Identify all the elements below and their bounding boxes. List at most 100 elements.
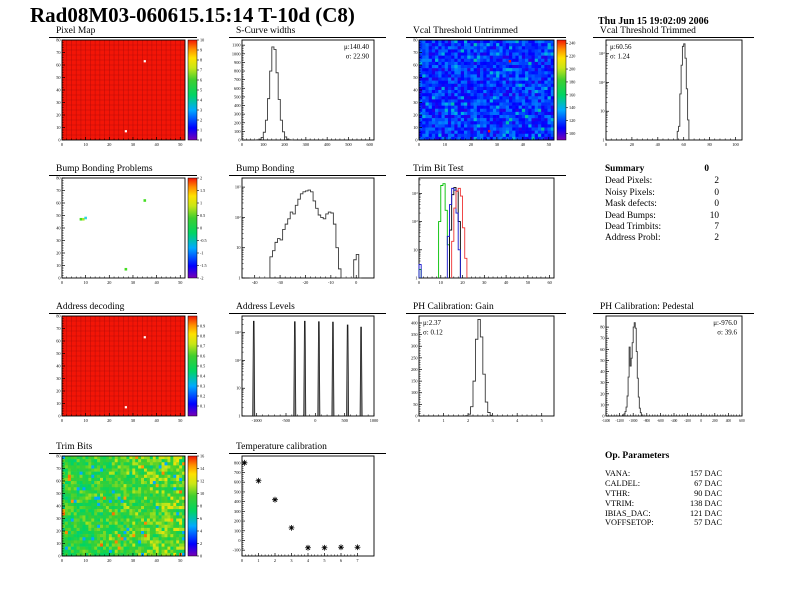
svg-text:30: 30 (131, 142, 135, 147)
svg-text:μ:-976.0: μ:-976.0 (713, 319, 737, 327)
svg-text:5: 5 (541, 418, 543, 423)
chart-trimbit_test: 0 10 20 30 40 50 60 1 10 10² 10³ (412, 177, 555, 285)
op-parameter-label: IBIAS_DAC: (605, 508, 651, 518)
svg-text:0: 0 (58, 138, 60, 143)
summary-row-label: Mask defects: (605, 199, 657, 210)
svg-text:50: 50 (413, 75, 417, 80)
svg-text:-2: -2 (200, 276, 204, 281)
svg-text:10: 10 (84, 418, 88, 423)
op-parameters-panel: Op. Parameters VANA: 157 DAC CALDEL: 67 DA… (605, 451, 722, 528)
svg-text:0.6: 0.6 (200, 354, 205, 359)
svg-text:50: 50 (56, 351, 60, 356)
svg-text:0: 0 (314, 418, 316, 423)
panel-title-ph-gain: PH Calibration: Gain (413, 302, 494, 312)
svg-text:1000: 1000 (370, 418, 379, 423)
svg-text:σ: 0.12: σ: 0.12 (423, 329, 443, 337)
svg-text:10³: 10³ (235, 330, 241, 335)
svg-text:700: 700 (234, 77, 240, 82)
svg-text:μ:140.40: μ:140.40 (344, 43, 369, 51)
svg-text:80: 80 (413, 38, 417, 43)
svg-text:30: 30 (600, 380, 604, 385)
svg-text:4: 4 (516, 418, 519, 423)
svg-text:800: 800 (234, 69, 240, 74)
op-parameter-label: VOFFSETOP: (605, 518, 654, 528)
svg-text:400: 400 (411, 320, 417, 325)
svg-text:400: 400 (324, 142, 330, 147)
svg-text:4: 4 (307, 558, 310, 563)
svg-text:40: 40 (154, 418, 158, 423)
svg-text:-500: -500 (282, 418, 290, 423)
svg-text:80: 80 (707, 142, 711, 147)
svg-text:300: 300 (303, 142, 309, 147)
op-parameter-label: VTHR: (605, 488, 630, 498)
svg-text:5: 5 (323, 558, 325, 563)
op-parameter-value: 157 DAC (689, 468, 722, 478)
svg-text:0: 0 (238, 538, 240, 543)
svg-text:500: 500 (234, 94, 240, 99)
svg-text:30: 30 (482, 280, 486, 285)
svg-text:10: 10 (56, 263, 60, 268)
summary-row-value: 2 (714, 233, 719, 244)
op-parameter-value: 57 DAC (694, 518, 722, 528)
svg-text:30: 30 (56, 376, 60, 381)
svg-text:60: 60 (413, 63, 417, 68)
svg-text:10: 10 (236, 245, 240, 250)
svg-text:50: 50 (56, 75, 60, 80)
svg-text:0: 0 (418, 418, 420, 423)
svg-text:400: 400 (234, 499, 240, 504)
svg-text:70: 70 (56, 466, 60, 471)
panel-title-underline (229, 175, 386, 176)
op-parameter-value: 138 DAC (689, 498, 722, 508)
summary-row-label: Noisy Pixels: (605, 187, 655, 198)
panel-title-pixel-map: Pixel Map (56, 26, 96, 36)
svg-text:60: 60 (600, 347, 604, 352)
panel-title-trim-bits: Trim Bits (56, 442, 93, 452)
svg-text:350: 350 (411, 332, 417, 337)
svg-text:180: 180 (569, 79, 575, 84)
svg-text:0: 0 (58, 414, 60, 419)
svg-text:1.5: 1.5 (200, 188, 205, 193)
panel-title-underline (229, 453, 386, 454)
svg-text:-1400: -1400 (602, 419, 611, 423)
svg-text:40: 40 (154, 142, 158, 147)
svg-text:20: 20 (56, 113, 60, 118)
svg-text:-1000: -1000 (252, 418, 262, 423)
svg-text:200: 200 (411, 367, 417, 372)
svg-text:20: 20 (107, 418, 111, 423)
svg-text:0: 0 (238, 138, 240, 143)
svg-text:3: 3 (290, 558, 292, 563)
svg-text:3: 3 (492, 418, 494, 423)
svg-text:50: 50 (413, 402, 417, 407)
svg-text:0: 0 (700, 419, 702, 423)
svg-text:10²: 10² (235, 358, 241, 363)
svg-text:40: 40 (504, 280, 508, 285)
svg-text:0: 0 (61, 558, 63, 563)
svg-text:30: 30 (56, 100, 60, 105)
svg-text:60: 60 (56, 63, 60, 68)
svg-text:600: 600 (234, 480, 240, 485)
svg-text:1000: 1000 (232, 51, 241, 56)
svg-text:7: 7 (356, 558, 359, 563)
svg-text:1: 1 (238, 276, 240, 281)
panel-title-address-decoding: Address decoding (56, 302, 125, 312)
svg-text:2: 2 (200, 176, 202, 181)
svg-text:40: 40 (521, 142, 525, 147)
summary-panel: Summary 0 Dead Pixels: 2 Noisy Pixels: 0 M… (605, 164, 719, 245)
panel-title-temp-calibration: Temperature calibration (236, 442, 327, 452)
svg-text:80: 80 (56, 38, 60, 43)
svg-text:100: 100 (260, 142, 266, 147)
chart-vcal_untrimmed: 0 10 20 30 40 50 0 10 20 30 40 50 60 70 80 100 120 140 160… (413, 38, 575, 148)
svg-text:80: 80 (56, 314, 60, 319)
panel-title-underline (229, 313, 386, 314)
svg-text:20: 20 (107, 142, 111, 147)
svg-text:0: 0 (61, 142, 63, 147)
svg-text:10: 10 (600, 109, 604, 114)
svg-text:600: 600 (367, 142, 373, 147)
svg-text:4: 4 (200, 529, 203, 534)
svg-text:5: 5 (200, 88, 202, 93)
svg-text:0: 0 (355, 280, 357, 285)
svg-text:300: 300 (234, 509, 240, 514)
svg-text:100: 100 (234, 528, 240, 533)
